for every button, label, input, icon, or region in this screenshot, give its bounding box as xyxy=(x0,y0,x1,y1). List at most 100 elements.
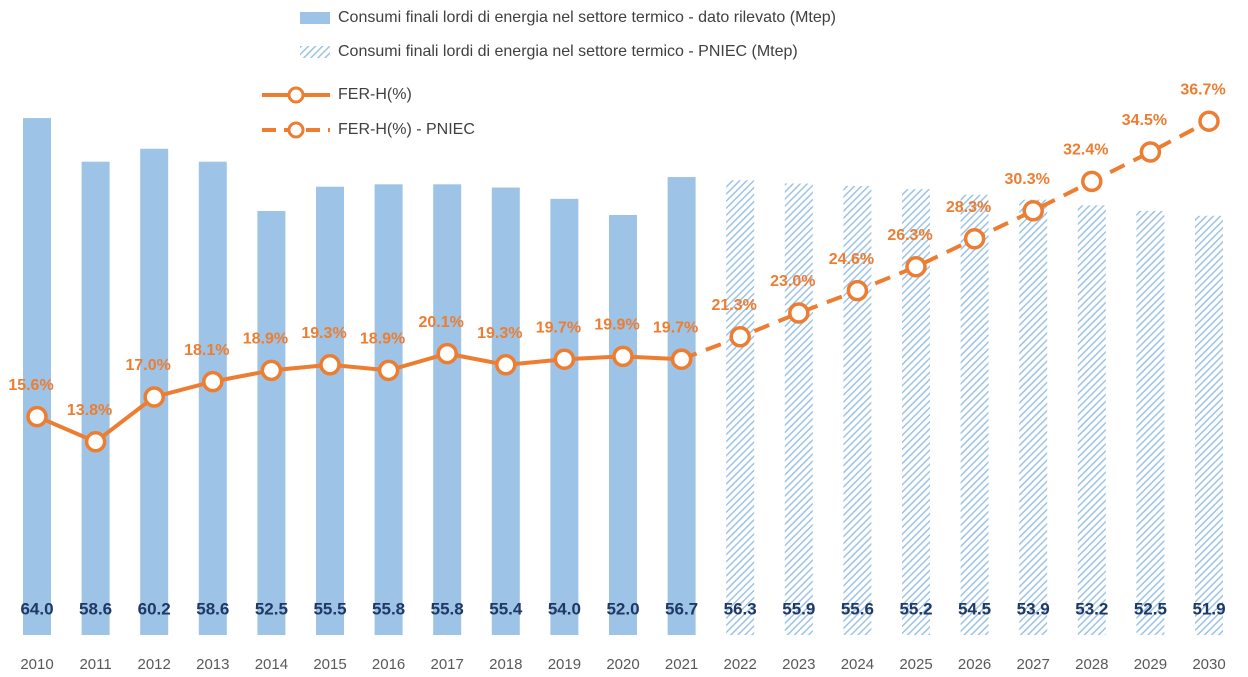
data-label: 13.8% xyxy=(67,402,112,419)
data-label: 30.3% xyxy=(1005,171,1050,188)
legend-label: FER-H(%) xyxy=(338,86,412,103)
data-label: 55.5 xyxy=(313,599,346,618)
data-label: 55.4 xyxy=(489,599,523,618)
data-label: 56.7 xyxy=(665,599,698,618)
bar xyxy=(23,118,51,636)
data-label: 55.9 xyxy=(782,599,815,618)
x-tick-label: 2015 xyxy=(313,656,346,673)
data-label: 19.7% xyxy=(536,319,581,336)
data-label: 20.1% xyxy=(419,314,464,331)
line-marker xyxy=(1139,141,1162,163)
legend-marker xyxy=(287,121,305,139)
data-label: 26.3% xyxy=(887,227,932,244)
legend-marker xyxy=(287,86,305,104)
data-label: 18.9% xyxy=(360,331,405,348)
bar xyxy=(198,161,227,635)
data-label: 51.9 xyxy=(1192,599,1225,618)
line xyxy=(680,119,1210,362)
data-label: 36.7% xyxy=(1180,81,1225,98)
line-marker xyxy=(26,405,48,428)
legend-label: Consumi finali lordi di energia nel sett… xyxy=(338,9,836,26)
legend-label: Consumi finali lordi di energia nel sett… xyxy=(338,43,798,60)
x-tick-label: 2016 xyxy=(372,656,405,673)
bar xyxy=(667,177,696,636)
data-label: 19.7% xyxy=(653,319,698,336)
line-marker xyxy=(495,354,517,376)
line-marker xyxy=(84,431,107,453)
data-label: 56.3 xyxy=(724,599,757,618)
line-marker xyxy=(202,370,224,393)
data-label: 23.0% xyxy=(770,273,815,290)
line-marker xyxy=(788,302,810,324)
bar xyxy=(843,185,872,635)
data-label: 52.5 xyxy=(255,599,288,618)
bar xyxy=(491,187,520,636)
line-marker xyxy=(260,359,283,382)
data-label: 58.6 xyxy=(196,599,229,618)
bar xyxy=(433,184,462,636)
x-tick-label: 2022 xyxy=(724,656,757,673)
x-tick-label: 2030 xyxy=(1192,656,1225,673)
data-label: 55.8 xyxy=(372,599,405,618)
x-tick-label: 2023 xyxy=(782,656,815,673)
bar xyxy=(1136,210,1165,635)
bar xyxy=(1077,205,1106,636)
line-marker xyxy=(553,348,576,370)
bar xyxy=(81,161,110,635)
x-tick-label: 2021 xyxy=(665,656,698,673)
data-label: 60.2 xyxy=(138,599,171,618)
data-label: 54.0 xyxy=(548,599,581,618)
data-label: 55.6 xyxy=(841,599,874,618)
x-tick-label: 2027 xyxy=(1017,656,1050,673)
line-marker xyxy=(963,228,986,250)
line-marker xyxy=(1022,200,1044,222)
line-marker xyxy=(436,342,458,365)
data-label: 52.0 xyxy=(606,599,639,618)
data-label: 55.8 xyxy=(431,599,464,618)
bar xyxy=(1195,215,1223,636)
data-label: 15.6% xyxy=(8,377,53,394)
data-label: 64.0 xyxy=(20,599,53,618)
x-tick-label: 2020 xyxy=(606,656,639,673)
data-label: 18.9% xyxy=(243,331,288,348)
x-tick-label: 2019 xyxy=(548,656,581,673)
x-tick-label: 2026 xyxy=(958,656,991,673)
x-tick-label: 2017 xyxy=(431,656,464,673)
data-label: 19.3% xyxy=(477,325,522,342)
data-label: 52.5 xyxy=(1134,599,1167,618)
bar xyxy=(1019,199,1048,635)
data-label: 55.2 xyxy=(899,599,932,618)
data-label: 18.1% xyxy=(184,342,229,359)
line-marker xyxy=(846,279,869,302)
data-label: 53.9 xyxy=(1017,599,1050,618)
line-marker xyxy=(143,386,165,408)
line-marker xyxy=(670,348,693,370)
data-label: 28.3% xyxy=(946,199,991,216)
data-label: 24.6% xyxy=(829,251,874,268)
line-marker xyxy=(729,326,751,348)
data-label: 58.6 xyxy=(79,599,112,618)
x-tick-label: 2010 xyxy=(20,656,53,673)
data-label: 53.2 xyxy=(1075,599,1108,618)
x-tick-label: 2024 xyxy=(841,656,874,673)
data-label: 19.3% xyxy=(301,325,346,342)
legend-label: FER-H(%) - PNIEC xyxy=(338,121,475,138)
bar xyxy=(550,198,579,635)
bar xyxy=(609,215,637,635)
x-tick-label: 2028 xyxy=(1075,656,1108,673)
data-label: 32.4% xyxy=(1063,142,1108,159)
bar xyxy=(960,194,989,636)
x-tick-label: 2011 xyxy=(79,656,111,673)
data-label: 54.5 xyxy=(958,599,991,618)
legend-swatch xyxy=(300,12,330,24)
data-label: 19.9% xyxy=(594,317,639,334)
line-marker xyxy=(377,359,400,382)
x-tick-label: 2012 xyxy=(138,656,171,673)
x-tick-label: 2018 xyxy=(489,656,522,673)
x-tick-label: 2029 xyxy=(1134,656,1167,673)
line-marker xyxy=(905,256,927,278)
data-label: 17.0% xyxy=(126,357,171,374)
x-tick-label: 2014 xyxy=(255,656,288,673)
bar xyxy=(316,186,344,635)
